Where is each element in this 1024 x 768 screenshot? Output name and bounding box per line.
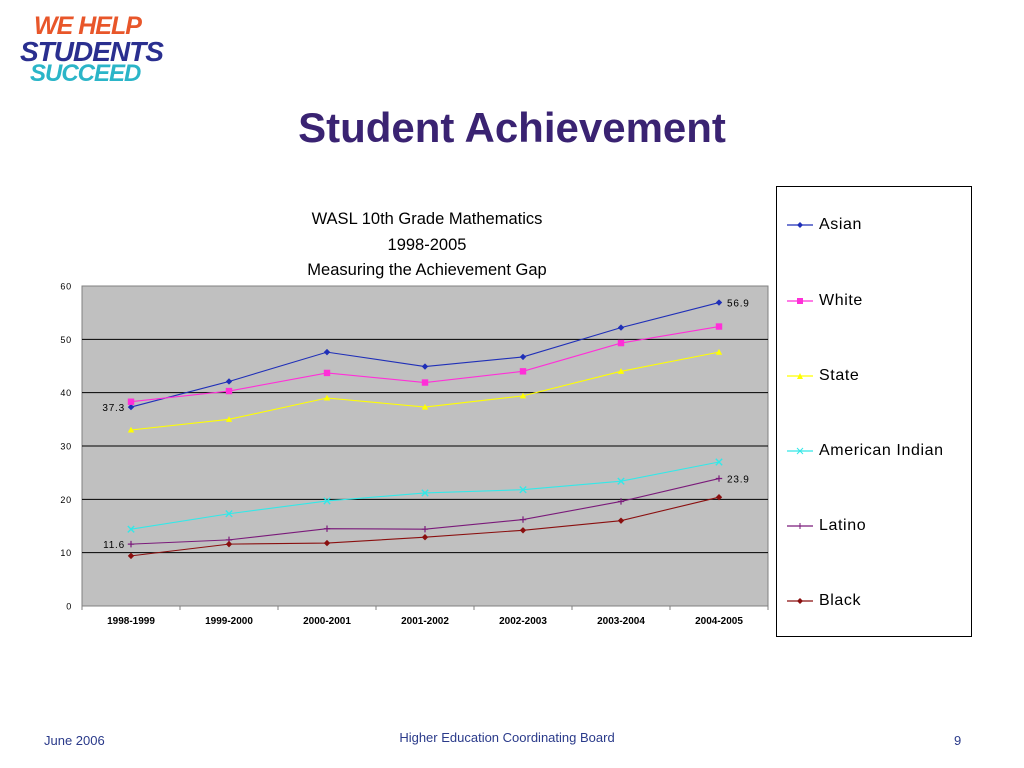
chart-title-line: WASL 10th Grade Mathematics <box>312 210 543 228</box>
legend-swatch <box>787 523 813 529</box>
y-tick-label: 20 <box>60 495 72 505</box>
data-point <box>323 394 331 401</box>
data-point <box>519 486 527 494</box>
data-point <box>421 489 429 497</box>
footer-organization: Higher Education Coordinating Board <box>399 730 615 745</box>
data-point <box>323 525 331 532</box>
data-point <box>421 526 429 533</box>
data-point <box>323 539 331 547</box>
data-point <box>617 477 625 485</box>
y-tick-label: 30 <box>60 442 72 452</box>
data-point <box>127 426 135 433</box>
data-label: 37.3 <box>102 403 125 414</box>
data-point <box>225 540 233 548</box>
we-help-students-succeed-logo: WE HELP STUDENTS SUCCEED <box>20 14 180 86</box>
x-tick-label: 1998-1999 <box>107 616 155 627</box>
data-point <box>127 525 135 533</box>
data-point <box>323 497 331 505</box>
x-tick-label: 2000-2001 <box>303 616 351 627</box>
data-point <box>421 403 429 410</box>
legend-swatch <box>787 222 813 228</box>
data-label: 56.9 <box>727 299 750 310</box>
legend-label: American Indian <box>819 442 944 459</box>
data-label: 11.6 <box>103 540 125 551</box>
chart-title-line: 1998-2005 <box>388 236 467 254</box>
legend-swatch <box>787 598 813 604</box>
data-point <box>421 363 429 370</box>
legend-swatch <box>787 373 813 379</box>
data-point <box>519 353 527 361</box>
legend-swatch <box>787 447 813 455</box>
legend-label: White <box>819 292 863 309</box>
data-point <box>225 416 233 422</box>
data-point <box>617 368 625 374</box>
chart-title-line: Measuring the Achievement Gap <box>307 261 546 279</box>
data-point <box>127 403 135 411</box>
data-point <box>519 392 527 399</box>
data-point <box>715 299 723 306</box>
x-tick-label: 2001-2002 <box>401 616 449 627</box>
logo-line-1: WE HELP <box>34 12 142 40</box>
page-number: 9 <box>954 733 962 748</box>
x-tick-label: 2003-2004 <box>597 616 645 627</box>
slide-title: Student Achievement <box>298 104 726 151</box>
data-point <box>519 516 527 523</box>
data-point <box>519 527 527 534</box>
data-point <box>421 379 429 386</box>
data-point <box>617 339 625 347</box>
data-point <box>715 494 723 501</box>
x-tick-label: 2002-2003 <box>499 616 547 627</box>
legend-item-state: State <box>785 364 859 388</box>
data-point <box>323 348 331 356</box>
legend-item-american-indian: American Indian <box>785 439 944 463</box>
chart-legend: Asian White State American Indian Latino Blac… <box>776 186 972 637</box>
x-tick-label: 2004-2005 <box>695 616 743 627</box>
legend-item-asian: Asian <box>785 213 862 237</box>
data-point <box>225 510 233 518</box>
y-tick-label: 50 <box>60 335 72 345</box>
y-tick-label: 40 <box>60 388 72 398</box>
data-point <box>225 378 233 385</box>
legend-swatch <box>787 298 813 304</box>
legend-label: Black <box>819 592 862 609</box>
data-point <box>617 498 625 505</box>
data-point <box>715 348 723 355</box>
data-point <box>715 323 723 330</box>
y-tick-label: 0 <box>66 602 72 612</box>
x-tick-label: 1999-2000 <box>205 616 253 627</box>
y-tick-label: 10 <box>60 548 72 558</box>
data-point <box>127 552 135 560</box>
logo-line-3: SUCCEED <box>30 60 141 87</box>
data-point <box>225 387 233 395</box>
legend-label: State <box>819 367 860 384</box>
data-point <box>617 517 625 524</box>
data-point <box>715 475 723 482</box>
data-point <box>127 540 135 548</box>
data-point <box>127 398 135 405</box>
legend-item-white: White <box>785 289 863 313</box>
data-point <box>715 458 723 466</box>
data-point <box>421 534 429 541</box>
data-label: 23.9 <box>727 475 750 486</box>
data-point <box>519 368 527 375</box>
legend-label: Asian <box>819 216 863 233</box>
legend-item-latino: Latino <box>785 514 866 538</box>
footer-date: June 2006 <box>44 733 105 748</box>
legend-label: Latino <box>819 517 867 534</box>
logo-line-2: STUDENTS <box>20 36 164 67</box>
y-tick-label: 60 <box>60 282 72 292</box>
legend-item-black: Black <box>785 589 861 613</box>
data-point <box>617 324 625 331</box>
data-point <box>323 369 331 377</box>
